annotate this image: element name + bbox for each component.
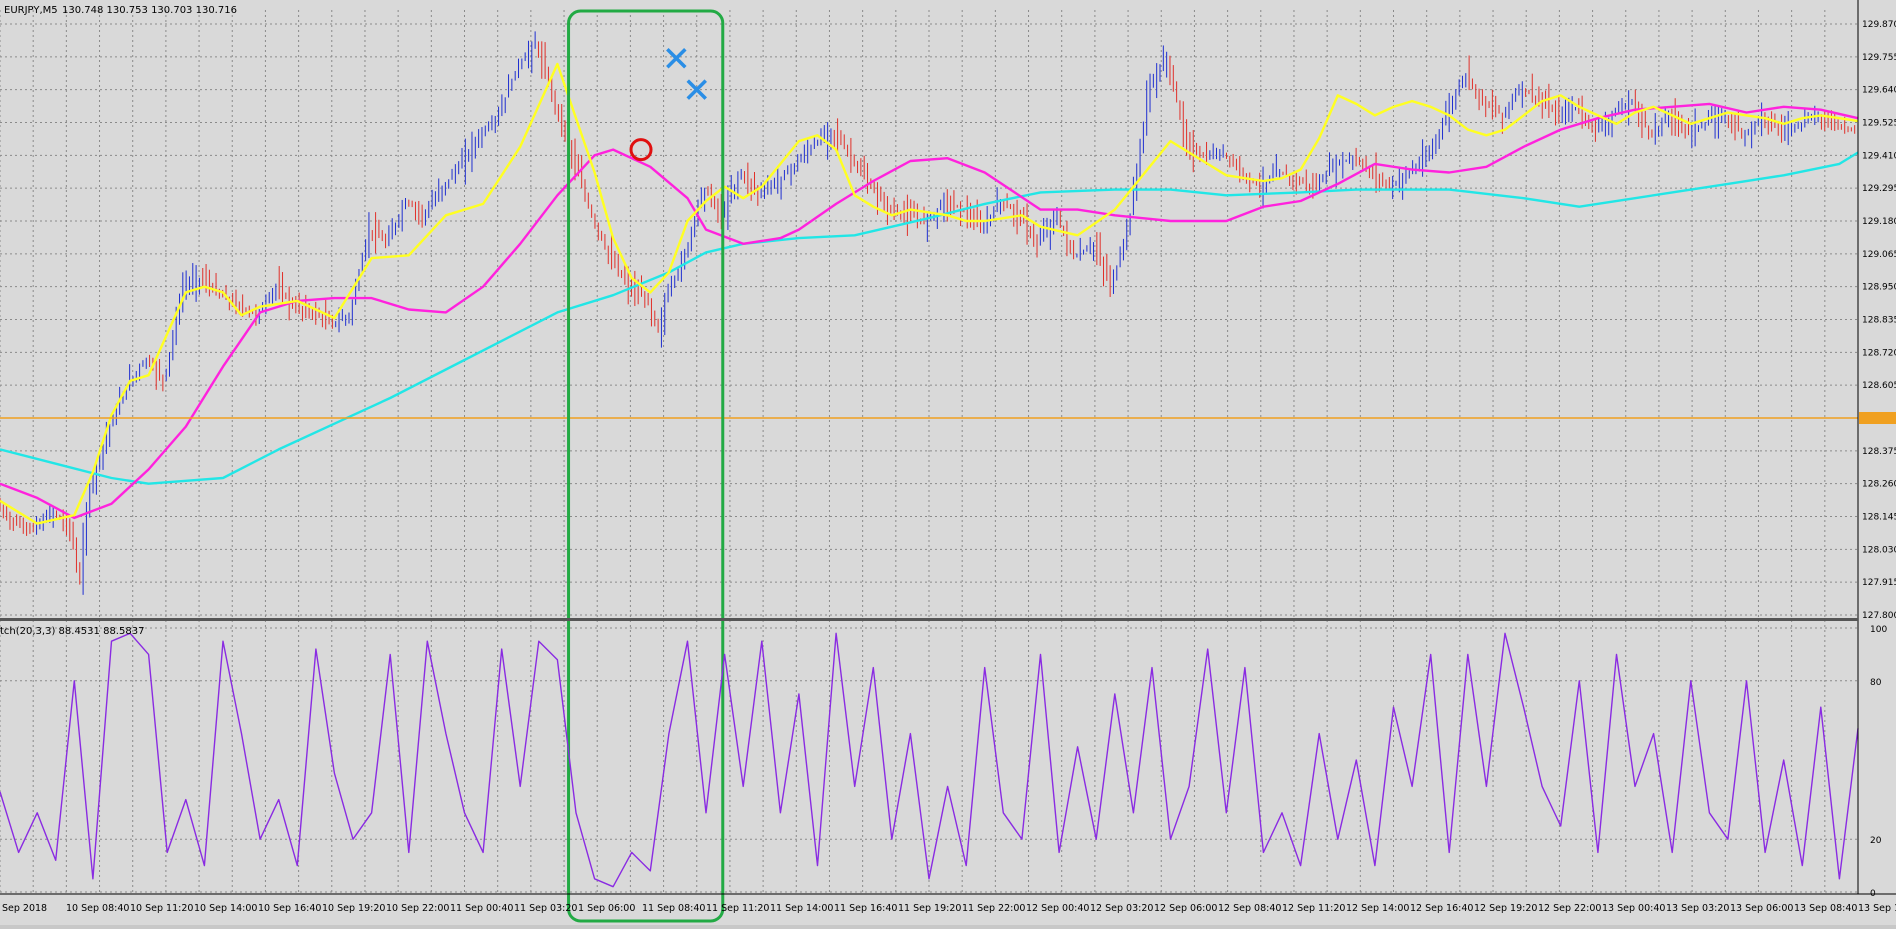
time-tick-label: 12 Sep 11:20 [1282,903,1345,914]
stochastic-line [0,632,1859,888]
time-tick-label: 10 Sep 16:40 [258,903,321,914]
time-tick-label: 11 Sep 00:40 [450,903,513,914]
price-tick-label: 128.030 [1862,545,1896,555]
time-tick-label: 13 Sep 03:20 [1666,903,1729,914]
time-tick-label: 11 Sep 22:00 [962,903,1025,914]
time-tick-label: 10 Sep 14:00 [194,903,257,914]
annotations [0,9,1858,923]
price-tick-label: 129.870 [1862,20,1896,30]
moving-averages [0,62,1859,525]
time-tick-label: 12 Sep 16:40 [1410,903,1473,914]
time-tick-label: 12 Sep 06:00 [1154,903,1217,914]
price-tick-label: 128.720 [1862,348,1896,358]
time-tick-label: 10 Sep 11:20 [130,903,193,914]
x-marker [666,48,687,69]
price-tick-label: 129.180 [1862,217,1896,227]
time-tick-label: 12 Sep 00:40 [1026,903,1089,914]
ma_mid-line [0,102,1859,520]
symbol-header: EURJPY,M5 [4,5,58,16]
time-tick-label: 11 Sep 11:20 [706,903,769,914]
time-tick-label: 10 Sep 22:00 [386,903,449,914]
time-tick-label: 10 Sep 08:40 [66,903,129,914]
stochastic-panel[interactable] [0,632,1859,888]
x-marker [686,79,707,100]
ohlc-header: 130.748 130.753 130.703 130.716 [62,5,237,16]
time-tick-label: 13 Sep 00:40 [1602,903,1665,914]
ma_slow-line [0,151,1859,485]
price-tick-label: 129.410 [1862,151,1896,161]
time-tick-label: 11 Sep 19:20 [898,903,961,914]
price-tick-label: 129.755 [1862,53,1896,63]
time-tick-label: 11 Sep 03:20 [514,903,577,914]
time-tick-label: 10 Sep 19:20 [322,903,385,914]
time-tick-label: 12 Sep 22:00 [1538,903,1601,914]
price-tick-label: 128.145 [1862,513,1896,523]
time-tick-label: 12 Sep 14:00 [1346,903,1409,914]
price-tick-label: 128.375 [1862,447,1896,457]
panel-separator [0,618,1858,621]
price-tick-label: 129.640 [1862,86,1896,96]
time-tick-label: 1 Sep 06:00 [578,903,635,914]
stochastic-label: tch(20,3,3) 88.4531 88.5837 [0,626,144,637]
time-tick-label: 11 Sep 16:40 [834,903,897,914]
time-tick-label: Sep 2018 [2,903,47,914]
ma_fast-line [0,62,1859,525]
time-tick-label: 12 Sep 19:20 [1474,903,1537,914]
price-tick-label: 127.800 [1862,611,1896,621]
time-tick-label: 12 Sep 08:40 [1218,903,1281,914]
time-tick-label: 12 Sep 03:20 [1090,903,1153,914]
price-tick-label: 129.295 [1862,184,1896,194]
osc-tick-label: 80 [1870,678,1882,688]
price-tick-label: 128.605 [1862,381,1896,391]
circle-marker [629,138,653,162]
osc-tick-label: 100 [1870,625,1887,635]
price-tick-label: 128.950 [1862,283,1896,293]
price-tick-label: 128.835 [1862,316,1896,326]
price-tick-label: 128.260 [1862,480,1896,490]
time-tick-label: 11 Sep 08:40 [642,903,705,914]
osc-tick-label: 20 [1870,836,1882,846]
price-tick-label: 129.065 [1862,250,1896,260]
price-panel[interactable] [0,31,1859,595]
highlight-box [567,9,725,923]
time-tick-label: 11 Sep 14:00 [770,903,833,914]
horizontal-price-tag [1859,412,1896,424]
price-tick-label: 129.525 [1862,119,1896,129]
price-tick-label: 127.915 [1862,578,1896,588]
time-tick-label: 13 Sep 11:2( [1858,903,1896,914]
time-tick-label: 13 Sep 08:40 [1794,903,1857,914]
time-tick-label: 13 Sep 06:00 [1730,903,1793,914]
